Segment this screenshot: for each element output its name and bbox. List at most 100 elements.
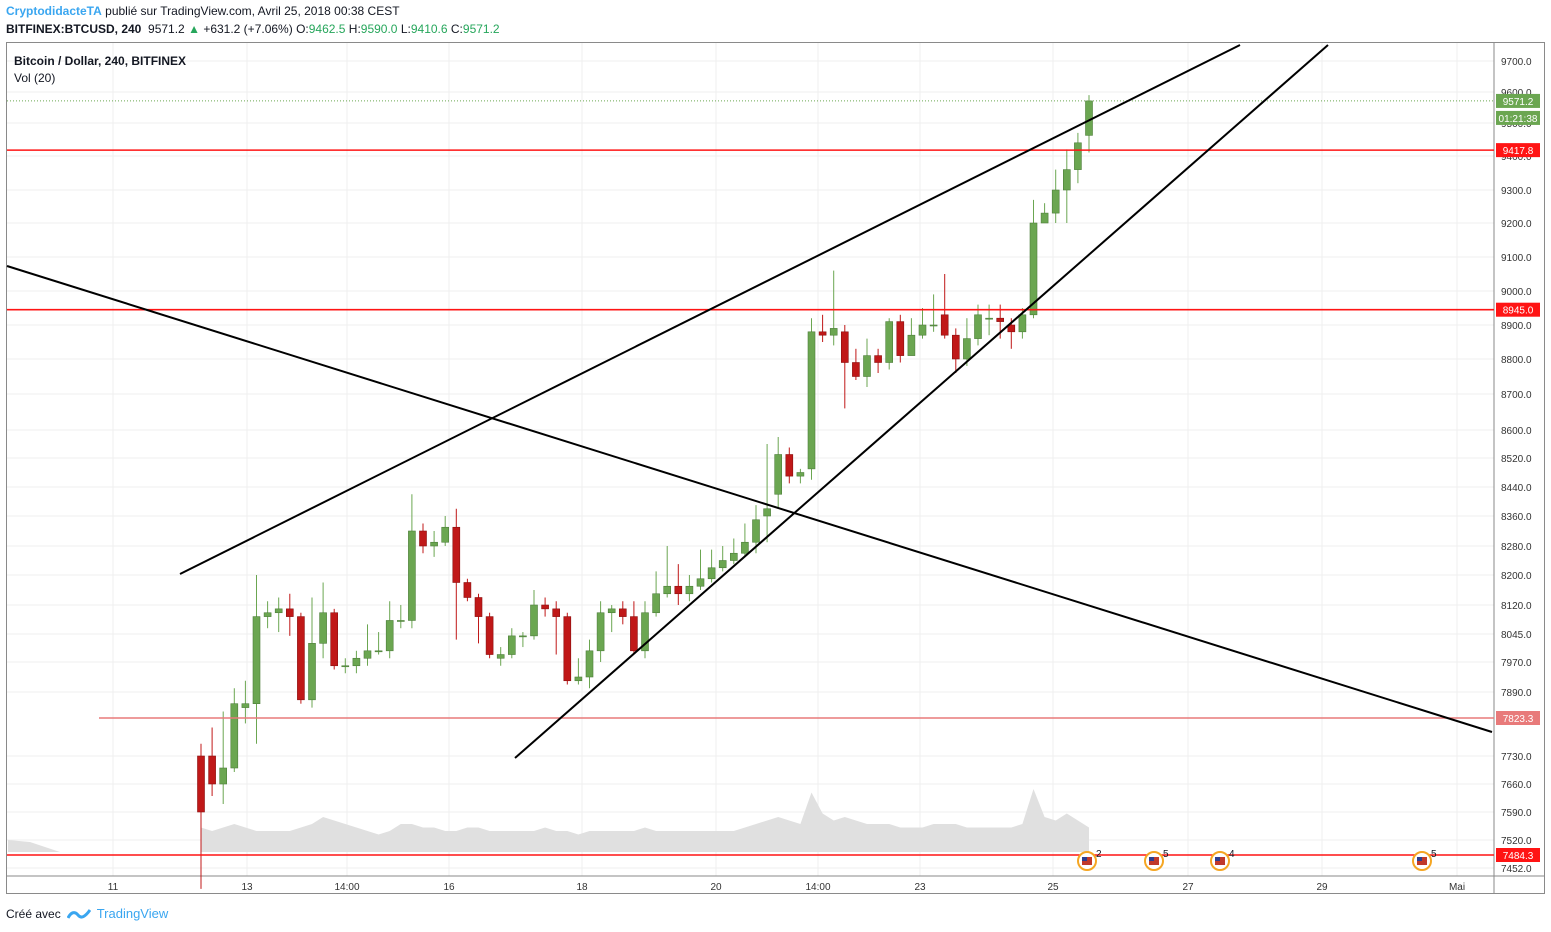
author-link[interactable]: CryptodidacteTA	[6, 4, 102, 18]
close-label: C:	[450, 22, 463, 36]
candle-body	[297, 616, 305, 701]
candle-body	[530, 604, 538, 637]
candle-body	[907, 334, 916, 356]
candle-body	[630, 616, 638, 652]
candle-body	[996, 317, 1005, 322]
open-value: 9462.5	[308, 22, 346, 36]
low-label: L:	[400, 22, 411, 36]
flag-canton	[1215, 857, 1220, 861]
candle-body	[652, 593, 660, 614]
candle-body	[496, 654, 505, 659]
y-tick-label: 8800.0	[1501, 355, 1532, 366]
y-tick-label: 7452.0	[1501, 864, 1532, 875]
tradingview-link[interactable]: TradingView	[96, 906, 169, 921]
price-tag-label: 9417.8	[1503, 146, 1534, 157]
candle-body	[1007, 324, 1016, 333]
candle-body	[385, 620, 394, 652]
quote-line: BITFINEX:BTCUSD, 240 9571.2 ▲ +631.2 (+7…	[6, 22, 500, 36]
price-change: +631.2 (+7.06%)	[203, 22, 293, 36]
publish-info: publié sur TradingView.com, Avril 25, 20…	[105, 4, 400, 18]
candle-body	[396, 620, 405, 622]
price-tag-bg	[1496, 848, 1540, 862]
flag-canton	[1417, 857, 1422, 861]
candle-body	[618, 608, 627, 617]
y-tick-label: 8360.0	[1501, 512, 1532, 523]
candle-body	[308, 643, 316, 701]
candle-body	[274, 608, 283, 614]
candle-body	[507, 635, 516, 655]
y-tick-label: 8200.0	[1501, 571, 1532, 582]
y-tick-label: 8700.0	[1501, 390, 1532, 401]
candle-body	[774, 454, 783, 495]
candle-body	[1063, 169, 1071, 191]
y-tick-label: 9200.0	[1501, 219, 1532, 230]
candle-body	[419, 530, 427, 547]
countdown-bg	[1496, 110, 1540, 125]
candle-body	[829, 328, 838, 336]
chart-frame	[6, 42, 1545, 894]
open-label: O:	[296, 22, 309, 36]
candle-body	[929, 324, 938, 327]
x-tick-label: 13	[241, 882, 253, 893]
candle-body	[352, 657, 361, 667]
candle-body	[408, 530, 416, 621]
candle-body	[741, 541, 749, 554]
candle-body	[818, 331, 827, 336]
x-tick-label: 11	[108, 882, 119, 893]
y-tick-label: 7520.0	[1501, 836, 1532, 847]
y-tick-label: 9700.0	[1501, 57, 1532, 68]
candle-body	[485, 616, 494, 655]
y-tick-label: 9100.0	[1501, 253, 1532, 264]
candle-body	[585, 650, 594, 678]
volume-area	[201, 789, 1089, 852]
candle-body	[729, 552, 738, 561]
candle-body	[607, 608, 616, 614]
y-tick-label: 7730.0	[1501, 752, 1532, 763]
up-arrow-icon: ▲	[188, 22, 200, 36]
candle-body	[474, 597, 483, 617]
x-tick-label: 20	[710, 882, 722, 893]
y-tick-label: 8045.0	[1501, 630, 1532, 641]
candle-body	[696, 578, 705, 587]
candle-body	[252, 616, 261, 704]
x-tick-label: 14:00	[805, 882, 830, 893]
close-value: 9571.2	[462, 22, 500, 36]
candle-body	[785, 454, 794, 477]
candle-body	[441, 526, 450, 543]
candle-body	[285, 608, 294, 617]
x-tick-label: 27	[1182, 882, 1194, 893]
event-count: 5	[1431, 849, 1437, 860]
price-tag-bg	[1496, 93, 1540, 108]
candle-body	[707, 567, 716, 580]
event-count: 2	[1096, 849, 1102, 860]
candle-body	[319, 612, 327, 644]
candle-body	[885, 321, 894, 363]
candle-body	[363, 650, 372, 659]
low-value: 9410.6	[410, 22, 448, 36]
price-tag-label: 9571.2	[1503, 97, 1534, 108]
candle-body	[197, 755, 205, 813]
candle-body	[1051, 189, 1060, 214]
y-tick-label: 8120.0	[1501, 601, 1532, 612]
last-price: 9571.2	[148, 22, 185, 36]
volume-area-left	[8, 840, 60, 852]
x-tick-label: 25	[1047, 882, 1059, 893]
publish-line: CryptodidacteTA publié sur TradingView.c…	[6, 4, 400, 18]
price-tag-label: 7823.3	[1503, 714, 1534, 725]
tradingview-logo-icon[interactable]	[66, 907, 91, 921]
trend-line	[514, 44, 1329, 759]
candle-body	[863, 355, 871, 377]
price-tag-bg	[1496, 711, 1540, 725]
candle-body	[940, 314, 949, 336]
y-tick-label: 7590.0	[1501, 808, 1532, 819]
candle-body	[663, 585, 672, 595]
y-tick-label: 8280.0	[1501, 542, 1532, 553]
high-value: 9590.0	[360, 22, 398, 36]
x-tick-label: 14:00	[334, 882, 359, 893]
candle-body	[763, 508, 771, 517]
price-tag-label: 7484.3	[1503, 851, 1534, 862]
candle-body	[241, 703, 250, 708]
high-label: H:	[348, 22, 361, 36]
y-tick-label: 9400.0	[1501, 152, 1532, 163]
